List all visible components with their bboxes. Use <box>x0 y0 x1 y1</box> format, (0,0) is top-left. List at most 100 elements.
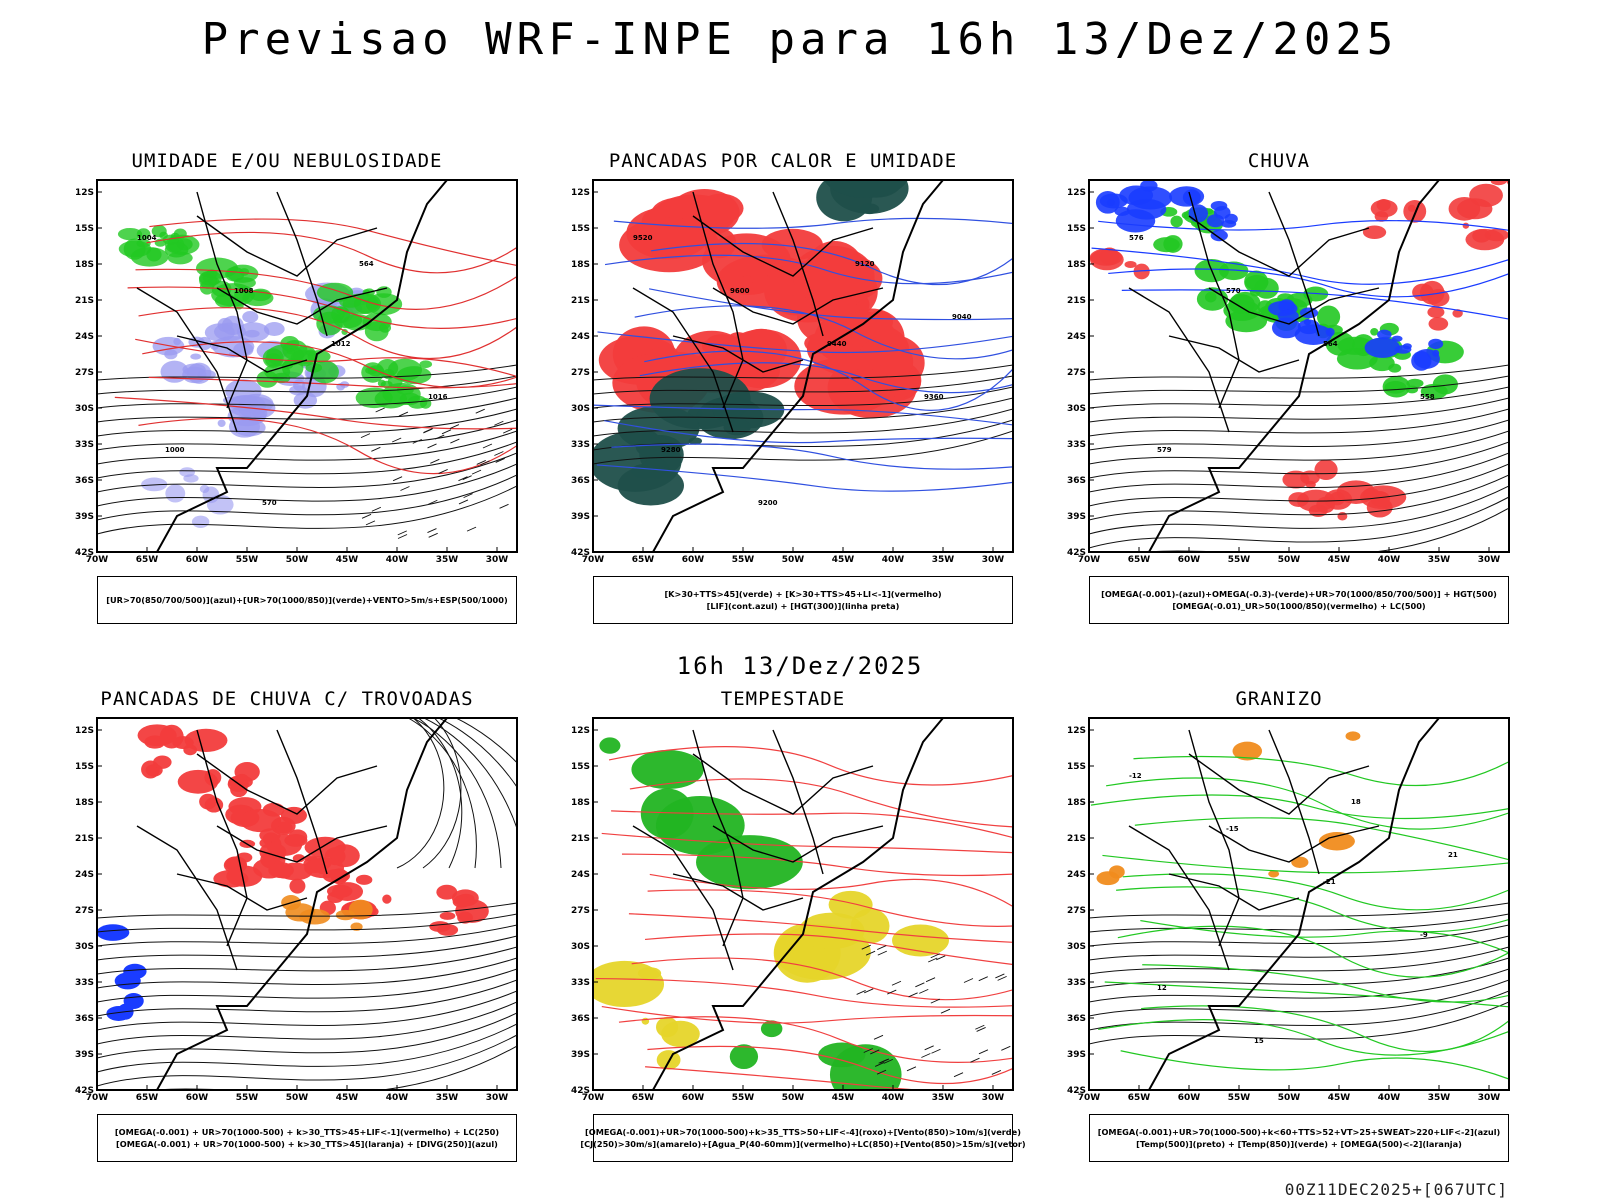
legend-line: [OMEGA(-0.001)+UR>70(1000-500)+k<60+TTS>… <box>1097 1127 1501 1137</box>
map-panel-4: PANCADAS DE CHUVA C/ TROVOADAS 70W 65W 60W 5… <box>62 688 518 1168</box>
lon-tick-label: 30W <box>486 1093 509 1103</box>
lon-tick-label: 55W <box>236 1093 259 1103</box>
contour-label: 570 <box>1226 287 1241 295</box>
contour-label: -21 <box>1323 878 1336 886</box>
lat-tick-label: 15S <box>75 224 94 234</box>
shaded-field <box>598 189 925 419</box>
lat-tick-label: 27S <box>75 906 94 916</box>
lon-tick-label: 65W <box>632 555 655 565</box>
contour-label: -12 <box>1129 772 1142 780</box>
lat-tick-label: 18S <box>571 798 590 808</box>
lon-tick-label: 40W <box>386 555 409 565</box>
shaded-field <box>97 924 147 1022</box>
lat-tick-label: 12S <box>75 726 94 736</box>
contour-label: 579 <box>1157 446 1172 454</box>
lat-tick-label: 42S <box>571 548 590 558</box>
lon-tick-label: 55W <box>1228 1093 1251 1103</box>
lat-tick-label: 21S <box>75 834 94 844</box>
lon-tick-label: 45W <box>832 555 855 565</box>
forecast-map: 70W 65W 60W 55W 50W 45W 40W 35W 30W 12S 15S 18S 21S 2… <box>571 717 1014 1103</box>
lon-tick-label: 30W <box>486 555 509 565</box>
forecast-map: 9520 9600 9440 9360 9280 9200 9120 9040 70W 65W 60… <box>571 179 1014 565</box>
lat-tick-label: 36S <box>1067 1014 1086 1024</box>
contour-label: 9200 <box>758 499 778 507</box>
lat-tick-label: 27S <box>571 906 590 916</box>
forecast-map: -12 -15 -21 -9 12 15 18 21 70W 65W 60W 55W 50W 45W 40W… <box>1067 717 1510 1103</box>
shaded-field <box>593 180 909 506</box>
lat-tick-label: 33S <box>571 978 590 988</box>
contour-label: 1008 <box>234 287 254 295</box>
state-borders <box>632 729 884 971</box>
lat-tick-label: 24S <box>571 332 590 342</box>
lon-tick-label: 60W <box>186 1093 209 1103</box>
contour-label: 9600 <box>730 287 750 295</box>
forecast-map: 70W 65W 60W 55W 50W 45W 40W 35W 30W 12S 15S 18S 21S 2… <box>75 717 518 1103</box>
lon-tick-label: 35W <box>436 1093 459 1103</box>
lat-tick-label: 39S <box>75 512 94 522</box>
lon-tick-label: 35W <box>932 555 955 565</box>
map-panel-2: PANCADAS POR CALOR E UMIDADE 9520 9600 9440… <box>558 150 1014 630</box>
lon-tick-label: 65W <box>632 1093 655 1103</box>
forecast-map: 1004 1008 1012 1016 1000 570 564 70W 65W 60W 55W 50… <box>75 179 518 565</box>
lat-tick-label: 15S <box>571 224 590 234</box>
lat-tick-label: 33S <box>75 978 94 988</box>
lon-tick-label: 70W <box>582 1093 605 1103</box>
coastline <box>652 718 944 1090</box>
lat-tick-label: 30S <box>75 404 94 414</box>
wind-vectors <box>360 407 513 539</box>
shaded-field <box>1096 731 1361 886</box>
shaded-field <box>137 724 489 936</box>
lon-tick-label: 45W <box>336 555 359 565</box>
lon-tick-label: 45W <box>1328 555 1351 565</box>
coastline <box>652 180 944 552</box>
legend-line: [Temp(500)](preto) + [Temp(850)](verde) … <box>1136 1139 1462 1149</box>
legend-line: [CJ(250)>30m/s](amarelo)+[Agua_P(40-60mm… <box>580 1139 1026 1149</box>
contour-label: 558 <box>1420 393 1435 401</box>
map-panel-5: TEMPESTADE 70W 65W 60W 55W 50W 45W 40W 35W 30W 12S… <box>558 688 1026 1168</box>
forecast-map: 576 570 564 558 579 70W 65W 60W 55W 50W 45W 40W 35W 3… <box>1067 179 1510 565</box>
state-borders <box>136 729 388 971</box>
lon-tick-label: 40W <box>882 1093 905 1103</box>
lat-tick-label: 24S <box>75 332 94 342</box>
lat-tick-label: 18S <box>75 260 94 270</box>
lon-tick-label: 65W <box>136 1093 159 1103</box>
lat-tick-label: 39S <box>571 1050 590 1060</box>
lat-tick-label: 30S <box>571 404 590 414</box>
lat-tick-label: 24S <box>1067 870 1086 880</box>
lat-tick-label: 39S <box>571 512 590 522</box>
contour-label: -15 <box>1226 825 1239 833</box>
lat-tick-label: 18S <box>1067 798 1086 808</box>
lon-tick-label: 30W <box>1478 1093 1501 1103</box>
lon-tick-label: 65W <box>136 555 159 565</box>
contour-lines <box>1089 902 1509 1045</box>
contour-label: 21 <box>1448 851 1458 859</box>
lat-tick-label: 42S <box>1067 548 1086 558</box>
contour-label: 576 <box>1129 234 1144 242</box>
legend-box: [OMEGA(-0.001)-(azul)+OMEGA(-0.3)-(verde… <box>1089 576 1509 624</box>
lon-tick-label: 50W <box>1278 1093 1301 1103</box>
contour-lines <box>593 364 1013 465</box>
legend-line: [K>30+TTS>45](verde) + [K>30+TTS>45+LI<-… <box>664 589 942 599</box>
state-borders <box>136 191 388 433</box>
lat-tick-label: 42S <box>1067 1086 1086 1096</box>
lon-tick-label: 65W <box>1128 1093 1151 1103</box>
lon-tick-label: 45W <box>336 1093 359 1103</box>
lat-tick-label: 39S <box>1067 512 1086 522</box>
legend-line: [LIF](cont.azul) + [HGT(300)](linha pret… <box>706 601 900 611</box>
lon-tick-label: 50W <box>782 1093 805 1103</box>
panel-title: PANCADAS DE CHUVA C/ TROVOADAS <box>100 688 474 710</box>
legend-box: [K>30+TTS>45](verde) + [K>30+TTS>45+LI<-… <box>593 576 1013 624</box>
main-title: Previsao WRF-INPE para 16h 13/Dez/2025 <box>201 14 1399 65</box>
lat-tick-label: 27S <box>1067 368 1086 378</box>
lat-tick-label: 30S <box>75 942 94 952</box>
legend-box: [OMEGA(-0.001)+UR>70(1000-500)+k<60+TTS>… <box>1089 1114 1509 1162</box>
lon-tick-label: 30W <box>1478 555 1501 565</box>
contour-label: 1004 <box>137 234 157 242</box>
lat-tick-label: 36S <box>571 476 590 486</box>
contour-label: -9 <box>1420 931 1428 939</box>
colored-contours <box>1091 220 1509 320</box>
contour-label: 9440 <box>827 340 847 348</box>
lat-tick-label: 39S <box>1067 1050 1086 1060</box>
lat-tick-label: 18S <box>1067 260 1086 270</box>
lat-tick-label: 30S <box>571 942 590 952</box>
